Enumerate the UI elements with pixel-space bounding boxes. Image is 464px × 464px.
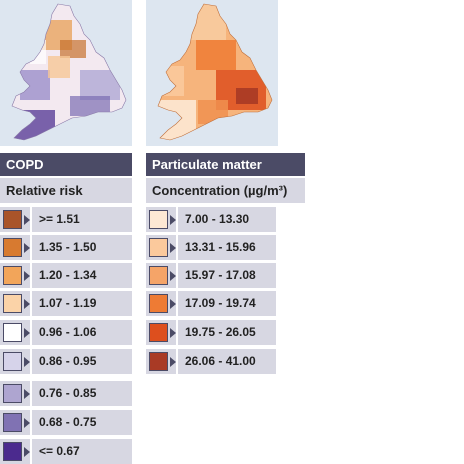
copd-swatch-cell: [0, 320, 30, 345]
copd-legend-item: 1.35 - 1.50: [0, 235, 132, 260]
pointer-arrow-icon: [24, 389, 30, 399]
copd-legend-item: 0.68 - 0.75: [0, 410, 132, 435]
copd-swatch-cell: [0, 410, 30, 435]
pointer-arrow-icon: [24, 271, 30, 281]
copd-legend-label: 1.20 - 1.34: [32, 263, 132, 288]
copd-map-svg: [11, 3, 127, 141]
pm-map: [146, 0, 278, 146]
pm-swatch: [149, 323, 168, 342]
pm-swatch-cell: [146, 320, 176, 345]
pm-swatch-cell: [146, 349, 176, 374]
pm-legend-item: 17.09 - 19.74: [146, 291, 276, 316]
pointer-arrow-icon: [170, 215, 176, 225]
copd-legend-label: 0.76 - 0.85: [32, 381, 132, 406]
pm-legend-item: 19.75 - 26.05: [146, 320, 276, 345]
pm-legend-label: 26.06 - 41.00: [178, 349, 276, 374]
copd-legend-label: 0.68 - 0.75: [32, 410, 132, 435]
pm-swatch-cell: [146, 263, 176, 288]
copd-legend-label: 0.86 - 0.95: [32, 349, 132, 374]
copd-swatch-cell: [0, 349, 30, 374]
pm-swatch: [149, 210, 168, 229]
pointer-arrow-icon: [24, 357, 30, 367]
pointer-arrow-icon: [24, 447, 30, 457]
copd-legend-item: 0.86 - 0.95: [0, 349, 132, 374]
pm-swatch-cell: [146, 207, 176, 232]
copd-legend-item: >= 1.51: [0, 207, 132, 232]
pm-title: Particulate matter: [146, 153, 305, 176]
pointer-arrow-icon: [24, 299, 30, 309]
pointer-arrow-icon: [170, 299, 176, 309]
pointer-arrow-icon: [24, 418, 30, 428]
copd-swatch: [3, 266, 22, 285]
copd-swatch-cell: [0, 263, 30, 288]
copd-legend-item: 0.76 - 0.85: [0, 381, 132, 406]
pm-swatch: [149, 352, 168, 371]
pm-legend-item: 7.00 - 13.30: [146, 207, 276, 232]
copd-legend-label: 1.35 - 1.50: [32, 235, 132, 260]
copd-legend-item: 0.96 - 1.06: [0, 320, 132, 345]
pm-legend-item: 13.31 - 15.96: [146, 235, 276, 260]
copd-legend-item: 1.20 - 1.34: [0, 263, 132, 288]
copd-swatch: [3, 352, 22, 371]
pm-swatch-cell: [146, 235, 176, 260]
copd-swatch-cell: [0, 291, 30, 316]
pm-legend-label: 17.09 - 19.74: [178, 291, 276, 316]
pm-legend-item: 26.06 - 41.00: [146, 349, 276, 374]
pm-legend-item: 15.97 - 17.08: [146, 263, 276, 288]
pm-subtitle: Concentration (µg/m³): [146, 178, 305, 203]
pm-swatch-cell: [146, 291, 176, 316]
pointer-arrow-icon: [170, 271, 176, 281]
pm-map-svg: [157, 3, 273, 141]
pm-swatch: [149, 294, 168, 313]
pointer-arrow-icon: [24, 328, 30, 338]
pm-legend-label: 15.97 - 17.08: [178, 263, 276, 288]
copd-subtitle: Relative risk: [0, 178, 132, 203]
copd-swatch: [3, 238, 22, 257]
pm-swatch: [149, 266, 168, 285]
pm-legend-label: 19.75 - 26.05: [178, 320, 276, 345]
copd-swatch-cell: [0, 207, 30, 232]
copd-legend-label: 1.07 - 1.19: [32, 291, 132, 316]
pointer-arrow-icon: [24, 243, 30, 253]
copd-swatch-cell: [0, 235, 30, 260]
copd-map: [0, 0, 132, 146]
copd-swatch: [3, 294, 22, 313]
copd-legend-item: <= 0.67: [0, 439, 132, 464]
copd-swatch: [3, 323, 22, 342]
pm-swatch: [149, 238, 168, 257]
pointer-arrow-icon: [24, 215, 30, 225]
copd-swatch: [3, 210, 22, 229]
copd-swatch: [3, 413, 22, 432]
copd-legend-item: 1.07 - 1.19: [0, 291, 132, 316]
pointer-arrow-icon: [170, 357, 176, 367]
copd-swatch: [3, 442, 22, 461]
copd-swatch-cell: [0, 381, 30, 406]
pointer-arrow-icon: [170, 328, 176, 338]
copd-legend-label: 0.96 - 1.06: [32, 320, 132, 345]
copd-swatch: [3, 384, 22, 403]
pm-legend-label: 13.31 - 15.96: [178, 235, 276, 260]
pm-legend-label: 7.00 - 13.30: [178, 207, 276, 232]
copd-legend-label: <= 0.67: [32, 439, 132, 464]
copd-title: COPD: [0, 153, 132, 176]
pointer-arrow-icon: [170, 243, 176, 253]
copd-legend-label: >= 1.51: [32, 207, 132, 232]
copd-swatch-cell: [0, 439, 30, 464]
